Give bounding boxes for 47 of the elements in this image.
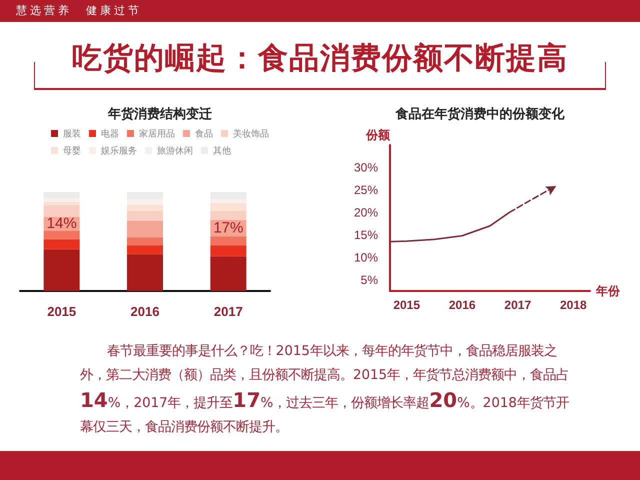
x-tick-label: 2016	[130, 304, 160, 319]
text: 慧选营养 健康过节	[0, 0, 640, 22]
legend-label: 娱乐服务	[101, 146, 137, 156]
y-tick-label: 20%	[354, 205, 378, 220]
bar	[210, 210, 246, 220]
text: 吃货的崛起：食品消费份额不断提高	[71, 40, 569, 78]
bar	[44, 240, 80, 250]
bar	[210, 236, 246, 246]
bar	[210, 256, 246, 291]
bar	[44, 249, 80, 291]
chart-title: 年货消费结构变迁	[107, 106, 212, 121]
chart-title: 食品在年货消费中的份额变化	[394, 106, 566, 121]
x-tick-label: 2015	[393, 298, 420, 312]
legend-label: 食品	[195, 128, 213, 138]
x-tick-label: 2018	[560, 298, 588, 312]
legend-label: 电器	[101, 128, 119, 138]
bar	[127, 238, 163, 246]
y-axis-title: 份额	[365, 128, 391, 142]
bar	[127, 210, 163, 221]
legend-label: 服装	[63, 128, 81, 138]
y-tick-label: 15%	[354, 228, 378, 242]
legend-label: 母婴	[63, 146, 81, 156]
data-label: 17%	[213, 220, 244, 237]
x-tick-label: 2015	[47, 304, 76, 319]
x-axis-title: 年份	[595, 284, 621, 298]
bar	[127, 204, 163, 211]
x-tick-label: 2017	[504, 298, 532, 312]
legend-label: 家居用品	[139, 128, 175, 138]
bar	[44, 230, 80, 240]
y-tick-label: 30%	[354, 160, 378, 174]
data-label: 14%	[46, 215, 77, 232]
text: 春节最重要的事是什么？吃！2015年以来，每年的年货节中，食品稳居服装之外，第二大消费（额）品类，且份额不断提高。2015年，年货节总消费额中，食品占14%，2017年，提升至17%，过去三年，份额增长率超20%。2018年货节开幕仅三天，食品消费份额不断提升。	[80, 344, 570, 435]
x-tick-label: 2016	[448, 298, 476, 312]
y-tick-label: 25%	[354, 182, 378, 197]
legend-label: 旅游休闲	[157, 146, 193, 156]
y-tick-label: 10%	[354, 250, 378, 264]
x-tick-label: 2017	[214, 304, 243, 319]
y-tick-label: 5%	[360, 272, 378, 287]
bar	[127, 220, 163, 238]
bar	[44, 202, 80, 205]
legend-label: 其他	[213, 146, 231, 156]
bar	[127, 254, 163, 291]
bar	[210, 202, 246, 211]
bar	[210, 245, 246, 256]
bar	[44, 204, 80, 217]
legend-label: 美妆饰品	[233, 128, 269, 138]
bar	[127, 245, 163, 254]
